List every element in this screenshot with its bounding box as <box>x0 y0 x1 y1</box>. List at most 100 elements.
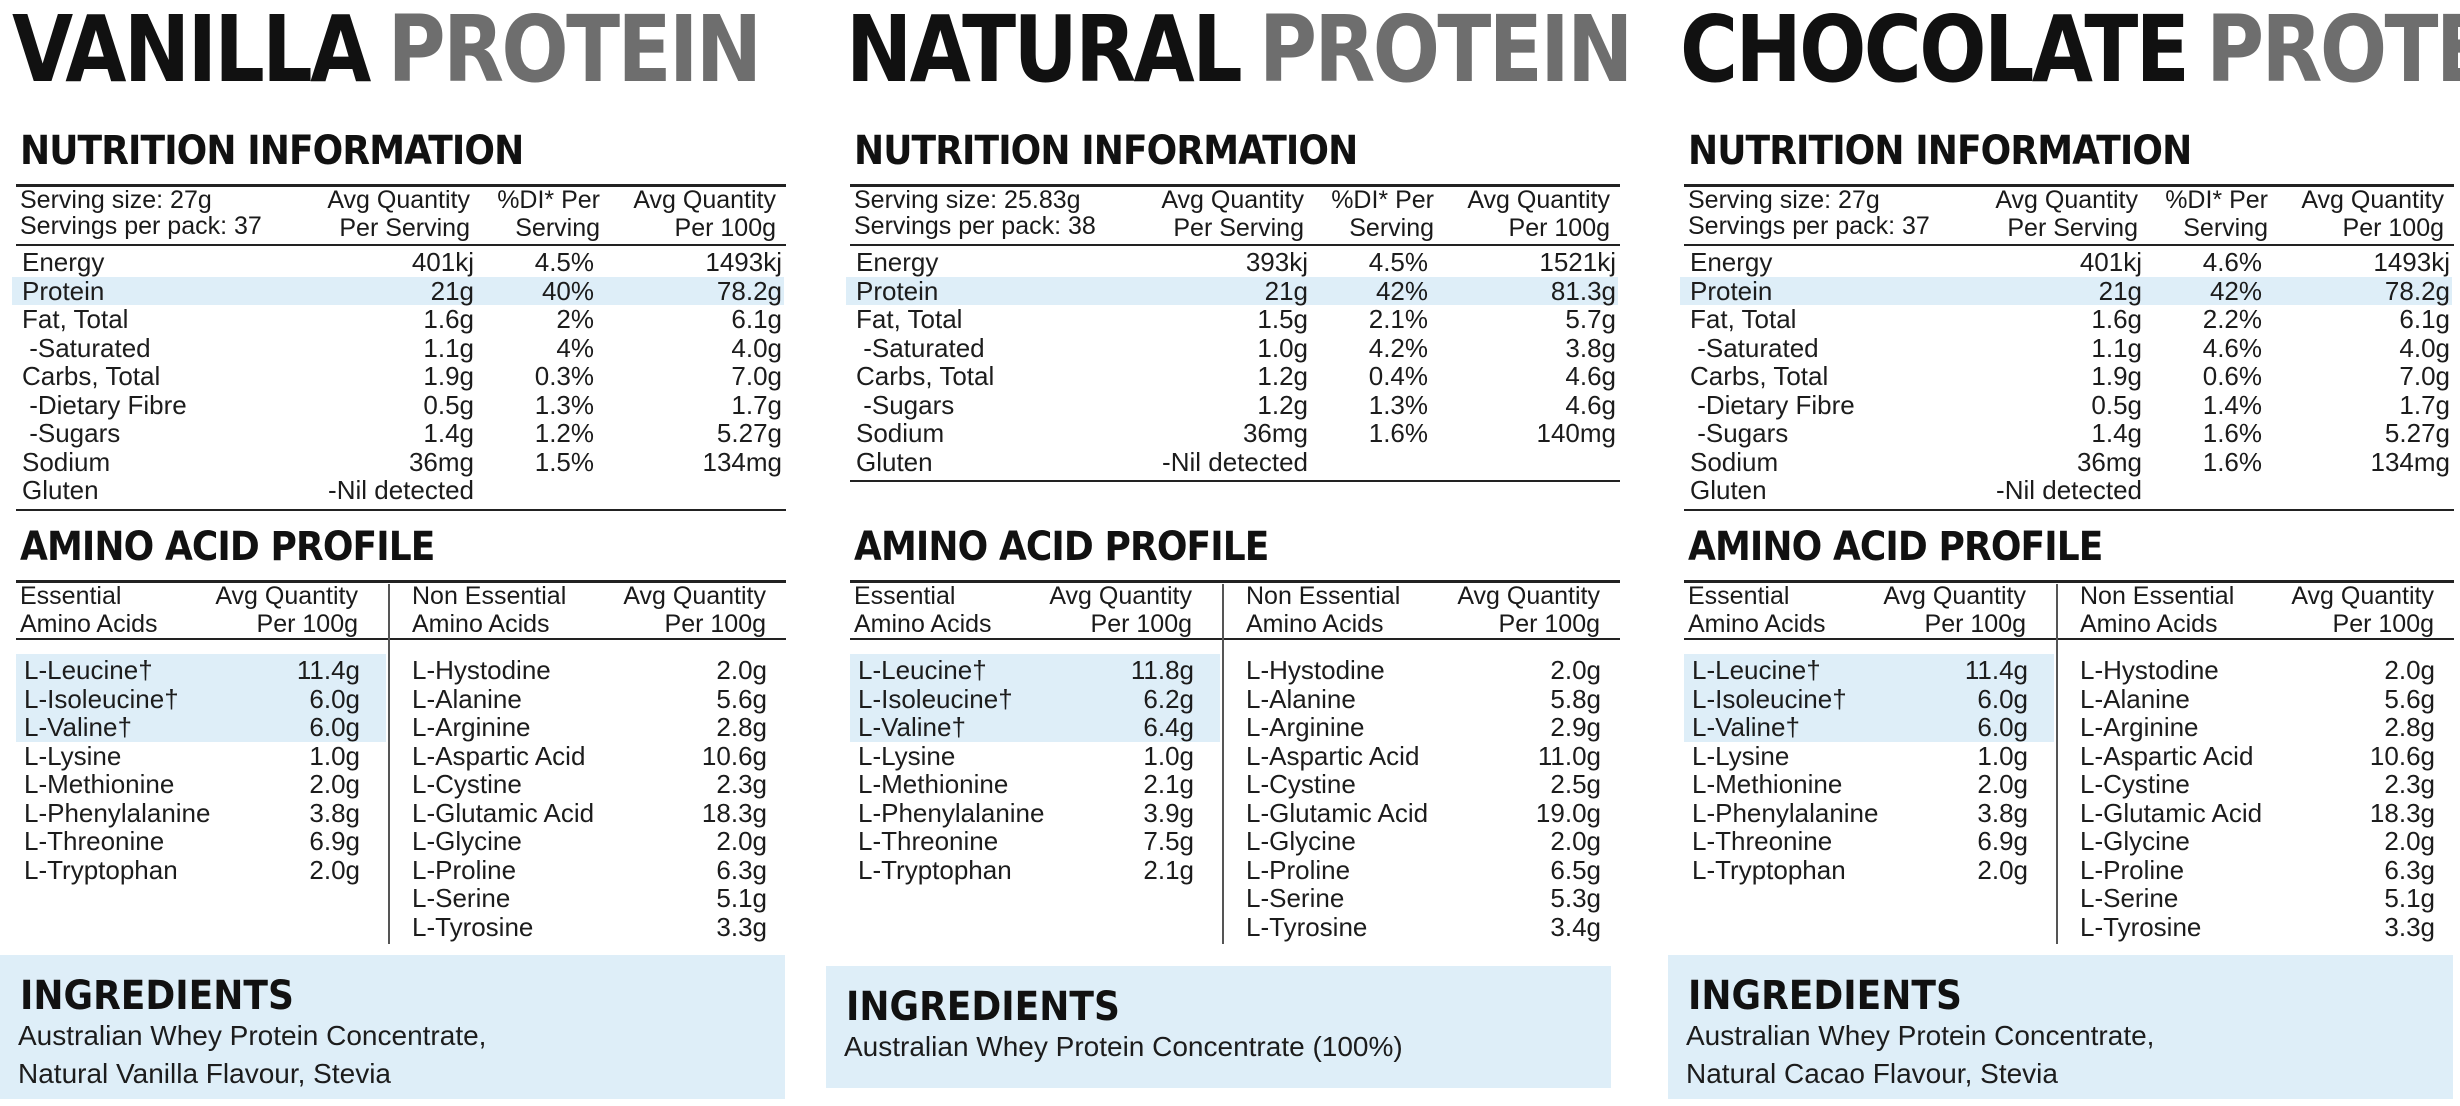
serving-size: Serving size: 27g <box>20 186 212 214</box>
amino-column-header-line: Essential <box>854 582 956 610</box>
nutrient-per-100g: 4.0g <box>731 332 782 363</box>
amino-column-header: Essential Amino Acids <box>1688 582 1838 638</box>
column-header-line: Avg Quantity <box>327 186 470 214</box>
amino-column-header-line: Per 100g <box>1924 610 2026 638</box>
nutrient-daily-intake: 4.5% <box>1368 247 1428 277</box>
amino-column-header-line: Avg Quantity <box>2291 582 2434 610</box>
amino-name: L-Hystodine <box>2080 655 2219 685</box>
non-essential-amino-row: L-Aspartic Acid 10.6g <box>412 741 767 771</box>
essential-amino-row: L-Leucine† 11.4g <box>1688 656 2028 685</box>
amino-value: 2.0g <box>2384 655 2435 685</box>
nutrient-name: Gluten <box>1690 475 1767 505</box>
nutrient-per-100g: 78.2g <box>716 275 782 306</box>
amino-name: L-Phenylalanine <box>1692 797 1879 828</box>
amino-value: 18.3g <box>701 797 767 828</box>
nutrient-per-100g: 1.7g <box>731 389 782 420</box>
nutrient-daily-intake: 1.3% <box>1368 389 1428 420</box>
amino-name: L-Glycine <box>2080 826 2190 856</box>
amino-name: L-Phenylalanine <box>24 797 211 828</box>
amino-value: 2.9g <box>1550 712 1601 742</box>
amino-name: L-Hystodine <box>1246 655 1385 685</box>
nutrient-per-100g: 1521kj <box>1539 247 1616 277</box>
nutrient-per-100g: 7.0g <box>2399 361 2450 391</box>
nutrient-per-100g: 81.3g <box>1550 275 1616 306</box>
nutrient-name: Carbs, Total <box>22 361 161 391</box>
non-essential-amino-row: L-Aspartic Acid 11.0g <box>1246 741 1601 771</box>
amino-column-header-line: Amino Acids <box>2080 610 2218 638</box>
amino-name: L-Phenylalanine <box>858 797 1045 828</box>
product-title-flavour: CHOCOLATE <box>1680 0 2190 103</box>
amino-heading: AMINO ACID PROFILE <box>854 524 1269 570</box>
amino-name: L-Threonine <box>1692 826 1833 856</box>
non-essential-amino-row: L-Cystine 2.3g <box>2080 770 2435 799</box>
nutrient-daily-intake: 1.3% <box>534 389 594 420</box>
amino-value: 6.0g <box>1977 712 2028 742</box>
amino-column-header-line: Amino Acids <box>20 610 158 638</box>
non-essential-amino-row: L-Alanine 5.6g <box>412 684 767 714</box>
ingredients-box: INGREDIENTS Australian Whey Protein Conce… <box>826 966 1611 1088</box>
nutrient-per-serving: 401kj <box>2079 247 2142 277</box>
amino-value: 3.9g <box>1143 797 1194 828</box>
nutrient-per-serving: 0.5g <box>423 389 474 420</box>
product-title-protein: PROTEIN <box>387 0 762 103</box>
amino-value: 6.3g <box>2384 854 2435 885</box>
nutrient-per-100g: 5.27g <box>716 418 782 448</box>
nutrient-per-100g: 1.7g <box>2399 389 2450 420</box>
amino-value: 2.5g <box>1550 769 1601 799</box>
nutrient-per-serving: 1.1g <box>2091 332 2142 363</box>
essential-amino-row: L-Threonine 6.9g <box>1688 827 2028 856</box>
nutrient-name: Fat, Total <box>22 304 129 334</box>
nutrient-name: -Saturated <box>22 332 151 363</box>
amino-value: 5.1g <box>2384 883 2435 913</box>
nutrient-per-serving: 21g <box>430 275 474 306</box>
essential-amino-row: L-Lysine 1.0g <box>854 741 1194 771</box>
amino-value: 2.0g <box>716 655 767 685</box>
amino-column-header: Essential Amino Acids <box>20 582 170 638</box>
amino-name: L-Glutamic Acid <box>1246 797 1429 828</box>
amino-value: 2.1g <box>1143 769 1194 799</box>
nutrition-row: -Saturated 1.1g 4.6% 4.0g <box>1680 332 2452 363</box>
amino-name: L-Proline <box>1246 854 1351 885</box>
amino-column-header-line: Per 100g <box>1498 610 1600 638</box>
nutrition-row: Energy 393kj 4.5% 1521kj <box>846 248 1618 277</box>
nutrition-row: -Saturated 1.1g 4% 4.0g <box>12 332 784 363</box>
nutrition-row: Protein 21g 40% 78.2g <box>12 275 784 306</box>
nutrition-row: Sodium 36mg 1.6% 134mg <box>1680 446 2452 477</box>
non-essential-amino-row: L-Serine 5.3g <box>1246 884 1601 913</box>
nutrition-row: Fat, Total 1.6g 2.2% 6.1g <box>1680 305 2452 334</box>
nutrition-row: -Dietary Fibre 0.5g 1.3% 1.7g <box>12 389 784 420</box>
nutrition-row: Carbs, Total 1.2g 0.4% 4.6g <box>846 362 1618 391</box>
nutrition-row: Gluten -Nil detected <box>1680 476 2452 505</box>
amino-column-header-line: Amino Acids <box>1246 610 1384 638</box>
amino-name: L-Cystine <box>412 769 522 799</box>
nutrient-daily-intake: 0.6% <box>2202 361 2262 391</box>
essential-amino-row: L-Tryptophan 2.0g <box>1688 855 2028 885</box>
amino-name: L-Threonine <box>24 826 165 856</box>
amino-column-header-line: Amino Acids <box>1688 610 1826 638</box>
amino-name: L-Valine† <box>24 712 132 742</box>
amino-name: L-Hystodine <box>412 655 551 685</box>
amino-value: 1.0g <box>1977 740 2028 771</box>
nutrient-daily-intake: 1.6% <box>2202 418 2262 448</box>
amino-name: L-Serine <box>412 883 511 913</box>
non-essential-amino-row: L-Arginine 2.8g <box>2080 713 2435 742</box>
amino-column-header-line: Per 100g <box>664 610 766 638</box>
column-header-line: Per 100g <box>1508 214 1610 242</box>
amino-value: 1.0g <box>309 740 360 771</box>
nutrient-per-serving: -Nil detected <box>1162 446 1308 477</box>
nutrient-name: Carbs, Total <box>1690 361 1829 391</box>
nutrient-per-serving: 21g <box>2098 275 2142 306</box>
amino-value: 6.0g <box>309 683 360 714</box>
nutrient-per-serving: 36mg <box>2076 446 2142 477</box>
nutrient-name: Sodium <box>856 418 945 448</box>
nutrition-row: Fat, Total 1.6g 2% 6.1g <box>12 305 784 334</box>
non-essential-amino-row: L-Glycine 2.0g <box>412 827 767 856</box>
amino-value: 2.1g <box>1143 854 1194 885</box>
amino-name: L-Isoleucine† <box>24 683 179 714</box>
nutrient-daily-intake: 42% <box>1375 275 1428 306</box>
nutrient-daily-intake: 2.1% <box>1368 304 1428 334</box>
non-essential-amino-row: L-Glycine 2.0g <box>1246 827 1601 856</box>
nutrition-row: Energy 401kj 4.5% 1493kj <box>12 248 784 277</box>
non-essential-amino-row: L-Tyrosine 3.3g <box>412 912 767 942</box>
nutrient-per-serving: 36mg <box>1242 418 1308 448</box>
